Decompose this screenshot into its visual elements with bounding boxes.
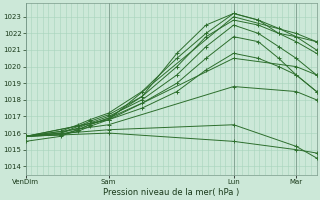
X-axis label: Pression niveau de la mer( hPa ): Pression niveau de la mer( hPa ) (103, 188, 239, 197)
